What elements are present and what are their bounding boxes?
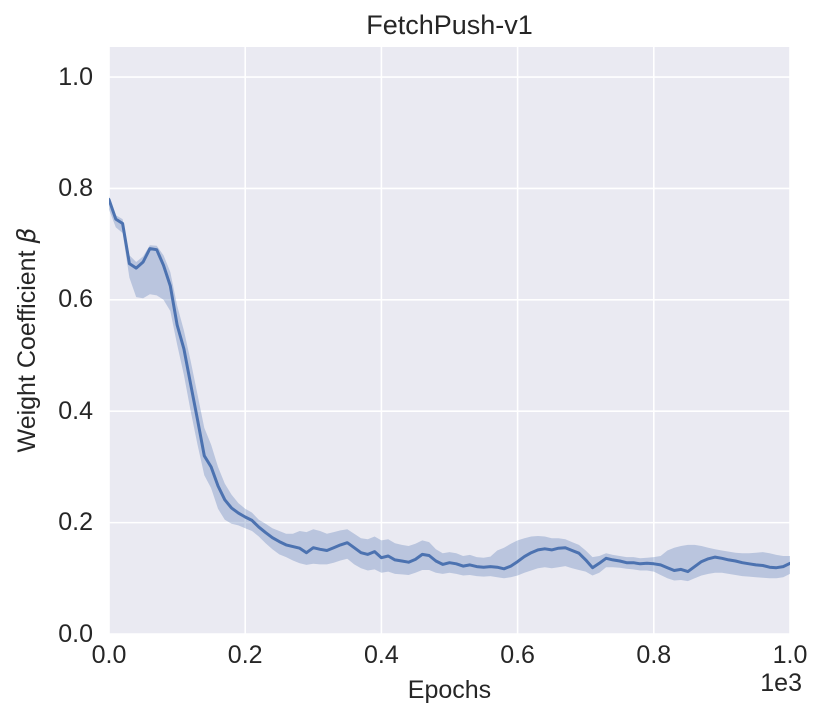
y-tick-label: 0.6 [58,285,93,314]
x-tick-label: 0.6 [500,641,535,669]
beta-symbol: β [12,227,41,244]
y-tick-label: 1.0 [58,62,93,91]
x-tick-label: 0.2 [227,641,263,669]
chart-canvas [109,47,790,634]
plot-area [109,47,790,634]
y-tick-label: 0.2 [58,508,93,537]
x-tick-label: 1.0 [772,641,808,669]
y-tick-label: 0.0 [58,619,93,648]
x-tick-label: 0.0 [91,641,127,669]
chart-title: FetchPush-v1 [366,10,533,40]
y-tick-label: 0.4 [58,396,93,425]
x-axis-offset-label: 1e3 [760,669,802,697]
x-axis-label: Epochs [407,676,492,704]
y-tick-label: 0.8 [58,173,93,202]
x-tick-label: 0.8 [636,641,672,669]
x-tick-label: 0.4 [364,641,399,669]
mean-line [109,198,790,574]
